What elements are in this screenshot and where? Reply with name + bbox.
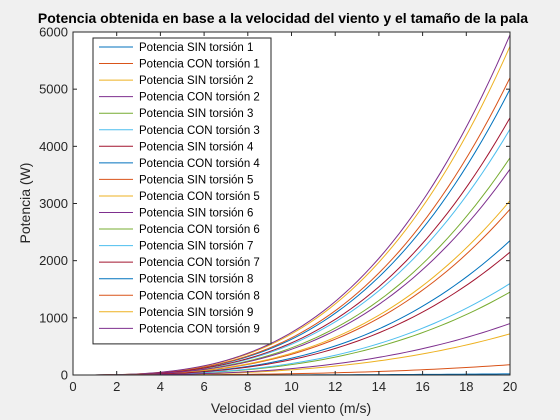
x-axis-ticks: 0 2 4 6 8 10 12 14 16 18 20 <box>69 32 517 394</box>
legend-entry: Potencia CON torsión 5 <box>139 191 260 203</box>
y-axis-label: Potencia (W) <box>17 163 33 244</box>
chart-title: Potencia obtenida en base a la velocidad… <box>38 10 528 26</box>
y-tick-label: 5000 <box>39 82 68 97</box>
legend-entry: Potencia CON torsión 9 <box>139 323 260 335</box>
y-tick-label: 4000 <box>39 139 68 154</box>
x-tick-label: 20 <box>503 379 517 394</box>
series-line-11 <box>94 168 511 376</box>
series-line-4 <box>94 34 511 376</box>
legend-box <box>92 37 272 345</box>
legend-entry: Potencia SIN torsión 5 <box>139 174 253 186</box>
legend-entry: Potencia CON torsión 7 <box>139 257 260 269</box>
x-tick-label: 8 <box>244 379 251 394</box>
series-line-14 <box>94 251 511 376</box>
legend-entry: Potencia CON torsión 4 <box>139 158 260 170</box>
legend-entry: Potencia CON torsión 2 <box>139 92 260 104</box>
legend-entry: Potencia CON torsión 1 <box>139 59 260 71</box>
y-tick-label: 0 <box>61 368 68 383</box>
x-axis-label: Velocidad del viento (m/s) <box>211 400 371 416</box>
x-tick-label: 6 <box>200 379 207 394</box>
x-tick-label: 0 <box>69 379 76 394</box>
legend-entry: Potencia SIN torsión 2 <box>139 75 253 87</box>
y-tick-label: 6000 <box>39 25 68 40</box>
y-tick-label: 1000 <box>39 310 68 325</box>
legend-entry: Potencia SIN torsión 7 <box>139 241 253 253</box>
legend-entry: Potencia SIN torsión 9 <box>139 307 253 319</box>
legend-entry: Potencia SIN torsión 3 <box>139 108 253 120</box>
legend-entry: Potencia CON torsión 8 <box>139 290 260 302</box>
x-tick-label: 4 <box>157 379 164 394</box>
x-tick-label: 18 <box>459 379 473 394</box>
legend-entry: Potencia CON torsión 3 <box>139 125 260 137</box>
x-tick-label: 16 <box>415 379 429 394</box>
legend-entry: Potencia SIN torsión 8 <box>139 274 253 286</box>
y-tick-label: 2000 <box>39 253 68 268</box>
x-tick-label: 2 <box>113 379 120 394</box>
y-axis-ticks: 0 1000 2000 3000 4000 5000 6000 <box>39 25 510 383</box>
legend-entry: Potencia SIN torsión 6 <box>139 208 253 220</box>
legend: Potencia SIN torsión 1 Potencia CON torsi… <box>92 37 272 345</box>
y-tick-label: 3000 <box>39 196 68 211</box>
legend-entry: Potencia SIN torsión 1 <box>139 42 253 54</box>
x-tick-label: 10 <box>284 379 298 394</box>
legend-entry: Potencia CON torsión 6 <box>139 224 260 236</box>
x-tick-label: 14 <box>372 379 386 394</box>
legend-entry: Potencia SIN torsión 4 <box>139 141 254 153</box>
x-tick-label: 12 <box>328 379 342 394</box>
